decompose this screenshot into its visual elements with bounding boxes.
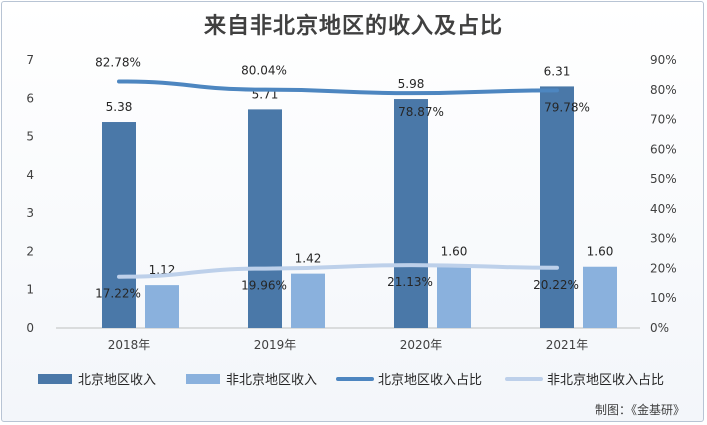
chart-title: 来自非北京地区的收入及占比	[203, 14, 503, 39]
line-data-label: 78.87%	[398, 105, 444, 119]
line-non-beijing-share	[117, 263, 559, 279]
bar-data-label: 1.60	[587, 245, 614, 259]
bar-data-label: 5.98	[398, 77, 425, 91]
line-data-label: 80.04%	[241, 64, 287, 78]
bar-data-label: 1.60	[441, 245, 468, 259]
right-y-tick-label: 40%	[650, 202, 677, 216]
bar-data-label: 1.42	[295, 252, 322, 266]
bar-non-beijing	[437, 266, 471, 328]
legend-swatch	[186, 374, 220, 384]
x-tick-label: 2020年	[400, 338, 443, 352]
bar-non-beijing	[145, 285, 179, 328]
line-beijing-share	[117, 79, 559, 96]
line-data-label: 82.78%	[95, 55, 141, 69]
legend-label: 非北京地区收入	[226, 373, 317, 388]
x-tick-label: 2018年	[108, 338, 151, 352]
source-note: 制图：《金基研》	[594, 403, 685, 417]
bar-non-beijing	[291, 273, 325, 328]
right-y-tick-label: 0%	[650, 321, 669, 335]
line-data-label: 20.22%	[533, 278, 579, 292]
line-data-label: 17.22%	[95, 287, 141, 301]
right-y-tick-label: 80%	[650, 83, 677, 97]
line-data-label: 79.78%	[544, 100, 590, 114]
right-y-tick-label: 60%	[650, 142, 677, 156]
left-y-tick-label: 6	[26, 91, 34, 105]
legend-label: 非北京地区收入占比	[547, 373, 664, 388]
bar-beijing	[540, 86, 574, 328]
x-tick-label: 2019年	[254, 338, 297, 352]
bar-beijing	[394, 99, 428, 329]
left-y-tick-label: 4	[26, 168, 34, 182]
line-data-label: 21.13%	[387, 275, 433, 289]
bar-data-label: 5.38	[106, 100, 133, 114]
left-y-tick-label: 3	[26, 206, 34, 220]
bar-data-label: 6.31	[544, 64, 571, 78]
bar-non-beijing	[583, 266, 617, 328]
left-y-tick-label: 7	[26, 53, 34, 67]
legend-label: 北京地区收入	[78, 373, 156, 388]
right-y-tick-label: 10%	[650, 291, 677, 305]
x-tick-label: 2021年	[546, 338, 589, 352]
right-y-tick-label: 70%	[650, 113, 677, 127]
right-y-tick-label: 20%	[650, 261, 677, 275]
left-y-tick-label: 0	[26, 321, 34, 335]
bar-beijing	[102, 122, 136, 328]
left-y-tick-label: 2	[26, 244, 34, 258]
legend-label: 北京地区收入占比	[378, 373, 482, 388]
bar-beijing	[248, 109, 282, 328]
legend-swatch	[38, 374, 72, 384]
right-y-tick-label: 90%	[650, 53, 677, 67]
line-data-label: 19.96%	[241, 279, 287, 293]
left-y-tick-label: 1	[26, 283, 34, 297]
right-y-tick-label: 30%	[650, 232, 677, 246]
left-y-tick-label: 5	[26, 130, 34, 144]
right-y-tick-label: 50%	[650, 172, 677, 186]
